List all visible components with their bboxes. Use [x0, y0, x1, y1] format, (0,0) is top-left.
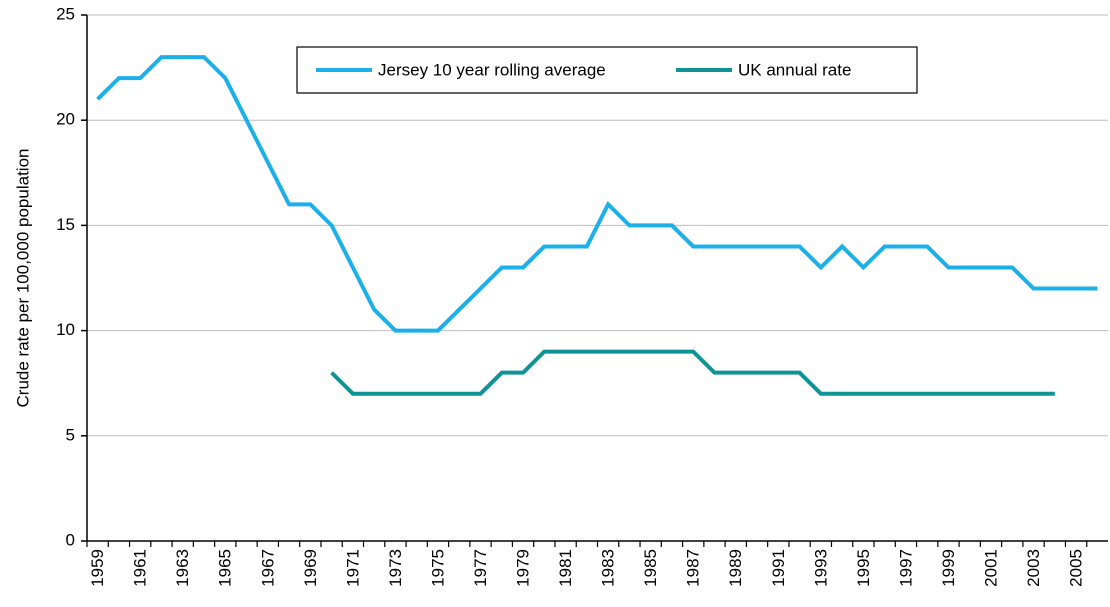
x-tick-label: 1987	[684, 549, 703, 587]
x-tick-label: 1971	[343, 549, 362, 587]
y-tick-label: 10	[56, 320, 75, 339]
x-tick-label: 2003	[1024, 549, 1043, 587]
x-tick-label: 1975	[428, 549, 447, 587]
y-tick-label: 25	[56, 4, 75, 23]
x-tick-label: 1995	[854, 549, 873, 587]
x-tick-label: 1983	[599, 549, 618, 587]
x-tick-label: 1991	[769, 549, 788, 587]
y-axis-label: Crude rate per 100,000 population	[13, 149, 32, 408]
x-tick-label: 1973	[386, 549, 405, 587]
y-tick-label: 15	[56, 215, 75, 234]
x-tick-label: 1993	[811, 549, 830, 587]
series-line	[96, 55, 1098, 333]
x-tick-label: 1997	[896, 549, 915, 587]
x-tick-label: 1969	[301, 549, 320, 587]
x-tick-label: 1965	[216, 549, 235, 587]
x-tick-label: 1989	[726, 549, 745, 587]
series-line	[330, 349, 1055, 396]
x-tick-label: 2001	[981, 549, 1000, 587]
y-tick-label: 5	[66, 425, 75, 444]
x-tick-label: 1959	[88, 549, 107, 587]
x-tick-label: 1961	[131, 549, 150, 587]
y-tick-label: 0	[66, 530, 75, 549]
x-tick-label: 1967	[258, 549, 277, 587]
x-tick-label: 1981	[556, 549, 575, 587]
x-tick-label: 2005	[1067, 549, 1086, 587]
x-tick-label: 1999	[939, 549, 958, 587]
y-tick-label: 20	[56, 110, 75, 129]
x-tick-label: 1985	[641, 549, 660, 587]
legend: Jersey 10 year rolling average UK annual …	[296, 46, 918, 94]
x-tick-label: 1977	[471, 549, 490, 587]
legend-label: UK annual rate	[738, 60, 851, 79]
x-tick-label: 1963	[173, 549, 192, 587]
legend-label: Jersey 10 year rolling average	[378, 60, 606, 79]
legend-box	[296, 46, 918, 94]
x-tick-label: 1979	[514, 549, 533, 587]
